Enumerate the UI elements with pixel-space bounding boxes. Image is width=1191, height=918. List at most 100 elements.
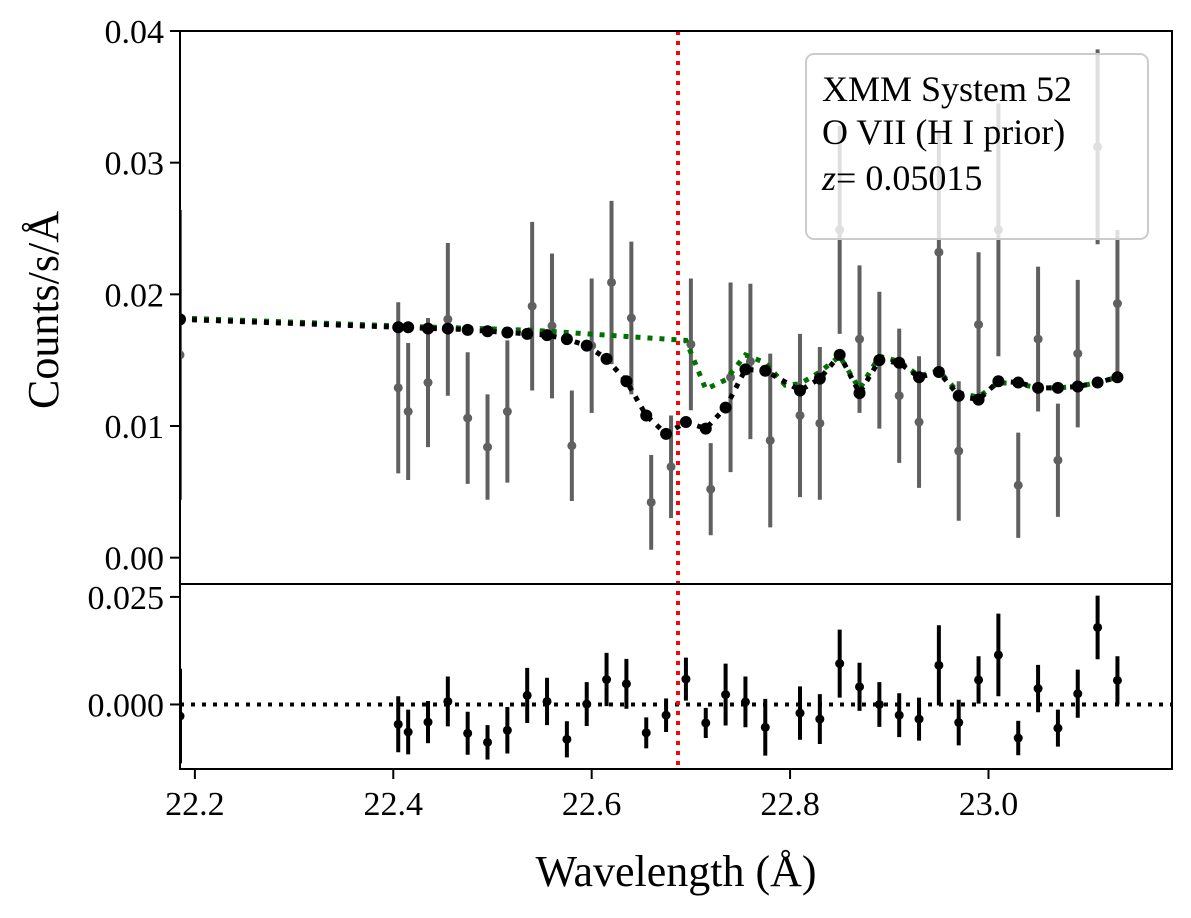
- model-absorbed-point: [972, 393, 985, 406]
- residual-point: [562, 734, 572, 744]
- residual-point: [701, 718, 711, 728]
- data-point: [527, 301, 537, 311]
- model-absorbed-point: [180, 313, 186, 326]
- legend-z-symbol: z: [821, 158, 836, 198]
- x-tick-label: 22.8: [760, 786, 820, 823]
- y-tick-label-top: 0.04: [105, 14, 165, 51]
- data-point: [607, 277, 617, 287]
- residual-point: [993, 650, 1003, 660]
- data-point: [393, 383, 403, 393]
- model-absorbed-point: [1051, 381, 1064, 394]
- y-tick-label-top: 0.02: [105, 277, 165, 314]
- data-point: [765, 435, 775, 445]
- residual-point: [795, 708, 805, 718]
- residual-point: [1093, 622, 1103, 632]
- residual-point: [894, 710, 904, 720]
- model-absorbed-point: [521, 327, 534, 340]
- residual-point: [180, 711, 185, 721]
- model-absorbed-point: [600, 352, 613, 365]
- model-absorbed-point: [1071, 380, 1084, 393]
- x-axis-label: Wavelength (Å): [535, 847, 816, 896]
- residual-point: [1053, 723, 1063, 733]
- residual-point: [641, 728, 651, 738]
- legend-line-1: XMM System 52: [822, 69, 1072, 109]
- residual-point: [954, 718, 964, 728]
- model-absorbed-point: [913, 371, 926, 384]
- x-tick-label: 22.2: [165, 786, 225, 823]
- model-absorbed-point: [580, 339, 593, 352]
- legend-box: [805, 53, 1149, 240]
- data-point: [954, 446, 964, 456]
- residual-point: [740, 697, 750, 707]
- residual-point: [522, 690, 532, 700]
- model-absorbed-point: [422, 322, 434, 335]
- data-point: [1073, 349, 1083, 359]
- x-tick-label: 23.0: [959, 786, 1019, 823]
- data-point: [547, 321, 557, 331]
- residual-point: [1013, 733, 1023, 743]
- data-point: [686, 339, 696, 349]
- residual-point: [1073, 689, 1083, 699]
- legend: XMM System 52 O VII (H I prior) z= 0.050…: [805, 53, 1149, 240]
- model-absorbed-point: [813, 372, 826, 385]
- model-absorbed-point: [620, 375, 633, 388]
- data-point: [894, 391, 904, 401]
- model-absorbed-point: [873, 354, 886, 367]
- model-absorbed-point: [893, 356, 906, 369]
- residual-point: [423, 717, 433, 727]
- data-point: [706, 484, 716, 494]
- data-point: [1033, 334, 1043, 344]
- model-absorbed-point: [441, 322, 454, 335]
- y-tick-label-top: 0.03: [105, 146, 165, 183]
- residual-point: [542, 696, 552, 706]
- model-absorbed-point: [794, 384, 806, 397]
- bottom-panel-marks: [180, 595, 1172, 764]
- data-point: [463, 413, 473, 423]
- data-point: [934, 247, 944, 257]
- data-point: [180, 350, 185, 360]
- model-absorbed-point: [1032, 381, 1045, 394]
- residual-point: [874, 699, 884, 709]
- data-point: [1013, 480, 1023, 490]
- model-absorbed-point: [699, 422, 712, 435]
- model-absorbed-point: [560, 333, 573, 346]
- data-point: [795, 410, 805, 420]
- data-point: [567, 441, 577, 451]
- model-absorbed-point: [739, 363, 752, 376]
- data-point: [646, 497, 656, 507]
- residual-point: [974, 675, 984, 685]
- y-tick-label-top: 0.00: [105, 541, 165, 578]
- residual-point: [934, 660, 944, 670]
- data-point: [815, 418, 825, 428]
- residual-point: [855, 682, 865, 692]
- residual-point: [502, 725, 512, 735]
- model-absorbed-point: [952, 389, 965, 402]
- residual-point: [403, 727, 413, 737]
- model-absorbed-point: [481, 325, 494, 338]
- axis-ticks: 22.2 22.4 22.6 22.8 23.0 0.00 0.01 0.02 0.03 0.04…: [88, 14, 1019, 823]
- model-absorbed-point: [1111, 371, 1124, 384]
- model-absorbed-point: [461, 323, 474, 336]
- residual-point: [914, 714, 924, 724]
- residual-point: [483, 737, 493, 747]
- model-absorbed-point: [759, 364, 772, 377]
- residual-point: [815, 714, 825, 724]
- model-absorbed-point: [541, 329, 554, 342]
- residual-point: [582, 699, 592, 709]
- data-point: [483, 442, 493, 452]
- residual-point: [681, 674, 691, 684]
- y-tick-label-bottom: 0.025: [88, 580, 165, 617]
- data-point: [1112, 299, 1122, 309]
- model-absorbed-point: [1012, 376, 1025, 389]
- y-axis-label: Counts/s/Å: [19, 211, 68, 409]
- data-point: [443, 314, 453, 324]
- data-point: [745, 356, 755, 366]
- data-point: [974, 320, 984, 330]
- data-point: [1053, 455, 1063, 465]
- data-point: [914, 417, 924, 427]
- model-absorbed-point: [402, 321, 415, 334]
- residual-point: [1033, 684, 1043, 694]
- legend-line-3: z= 0.05015: [821, 158, 982, 198]
- residual-point: [721, 690, 731, 700]
